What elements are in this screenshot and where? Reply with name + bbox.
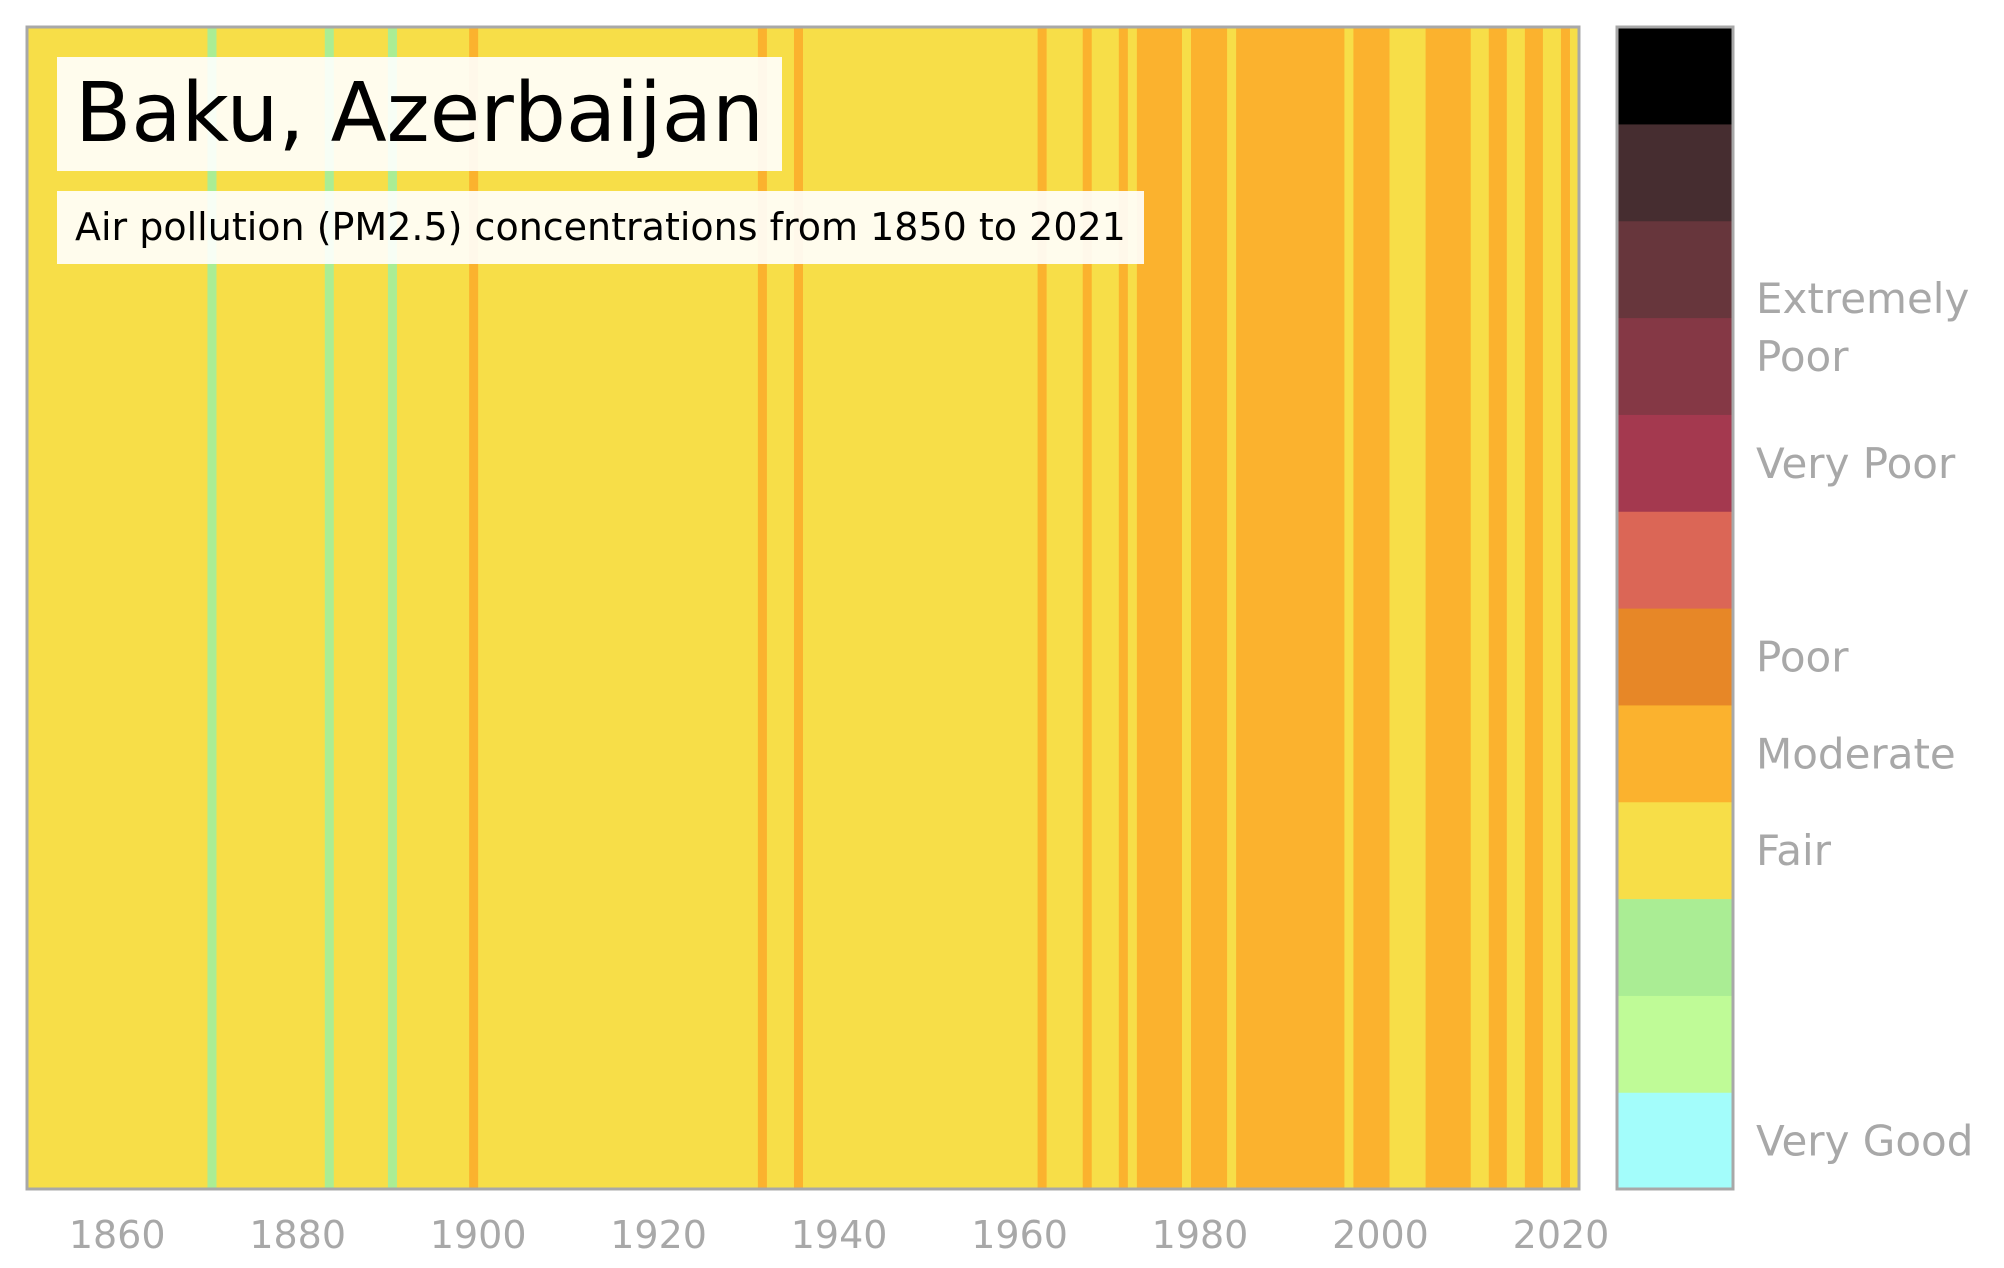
colorbar bbox=[1617, 27, 1733, 1190]
stripe-1996-moderate bbox=[1344, 27, 1355, 1189]
colorbar-segment-11 bbox=[1617, 27, 1733, 125]
colorbar-segment-3 bbox=[1617, 801, 1733, 900]
colorbar-segment-4 bbox=[1617, 704, 1733, 803]
colorbar-label-6: Poor bbox=[1756, 332, 1849, 381]
colorbar-segment-1 bbox=[1617, 995, 1733, 1093]
colorbar-segment-2 bbox=[1617, 898, 1733, 996]
x-tick-label-2020: 2020 bbox=[1513, 1213, 1610, 1257]
colorbar-segment-8 bbox=[1617, 317, 1733, 415]
colorbar-label-5: Extremely bbox=[1756, 274, 1969, 323]
stripe-1899-poor bbox=[469, 27, 479, 1189]
x-tick-label-1920: 1920 bbox=[610, 1213, 707, 1257]
colorbar-segment-0 bbox=[1617, 1092, 1733, 1190]
stripe-2005-poor bbox=[1425, 27, 1472, 1189]
colorbar-label-0: Very Good bbox=[1756, 1117, 1973, 1166]
stripe-1978-moderate bbox=[1181, 27, 1192, 1189]
colorbar-label-2: Moderate bbox=[1756, 729, 1956, 778]
stripe-1931-poor bbox=[757, 27, 768, 1189]
colorbar-label-4: Very Poor bbox=[1756, 439, 1956, 488]
colorbar-labels: Very Good Fair Moderate Poor Very Poor Extrem… bbox=[1756, 274, 1973, 1166]
x-tick-label-1940: 1940 bbox=[791, 1213, 888, 1257]
colorbar-label-3: Poor bbox=[1756, 632, 1849, 681]
stripe-2018-moderate bbox=[1542, 27, 1562, 1189]
colorbar-label-1: Fair bbox=[1756, 826, 1832, 875]
x-tick-label-1860: 1860 bbox=[69, 1213, 166, 1257]
x-tick-label-2000: 2000 bbox=[1332, 1213, 1429, 1257]
chart-subtitle: Air pollution (PM2.5) concentrations fro… bbox=[57, 191, 1144, 264]
colorbar-segment-10 bbox=[1617, 123, 1733, 222]
stripe-2014-moderate bbox=[1506, 27, 1526, 1189]
x-tick-label-1960: 1960 bbox=[971, 1213, 1068, 1257]
stripe-1890-fair bbox=[387, 27, 398, 1189]
stripe-1870-fair bbox=[207, 27, 218, 1189]
stripe-2012-poor bbox=[1488, 27, 1508, 1189]
stripe-1983-moderate bbox=[1227, 27, 1237, 1189]
colorbar-frame bbox=[1615, 25, 1735, 1191]
stripe-2021-moderate bbox=[1569, 27, 1580, 1189]
stripe-1883-fair bbox=[324, 27, 335, 1189]
colorbar-segment-7 bbox=[1617, 414, 1733, 512]
stripe-1972-moderate bbox=[1127, 27, 1138, 1189]
stripe-2010-moderate bbox=[1470, 27, 1490, 1189]
stripe-1997-poor bbox=[1353, 27, 1391, 1189]
stripe-1979-poor bbox=[1191, 27, 1228, 1189]
stripe-1973-poor bbox=[1136, 27, 1183, 1189]
stripe-1935-poor bbox=[793, 27, 804, 1189]
stripe-2001-moderate bbox=[1389, 27, 1427, 1189]
stripe-1967-poor bbox=[1082, 27, 1093, 1189]
chart-title: Baku, Azerbaijan bbox=[57, 57, 782, 171]
plot-frame bbox=[25, 25, 1581, 1191]
stripe-2016-poor bbox=[1524, 27, 1544, 1189]
stripe-1984-poor bbox=[1236, 27, 1345, 1189]
x-tick-label-1900: 1900 bbox=[430, 1213, 527, 1257]
x-tick-label-1880: 1880 bbox=[249, 1213, 346, 1257]
x-tick-label-1980: 1980 bbox=[1152, 1213, 1249, 1257]
colorbar-segment-6 bbox=[1617, 511, 1733, 609]
stripe-1962-poor bbox=[1037, 27, 1048, 1189]
stripe-1971-poor bbox=[1118, 27, 1129, 1189]
colorbar-segment-5 bbox=[1617, 608, 1733, 706]
colorbar-segment-9 bbox=[1617, 220, 1733, 319]
stripe-2020-poor bbox=[1560, 27, 1571, 1189]
x-axis-ticks: 1860 1880 1900 1920 1940 1960 1980 2000 2020 bbox=[69, 1213, 1610, 1257]
